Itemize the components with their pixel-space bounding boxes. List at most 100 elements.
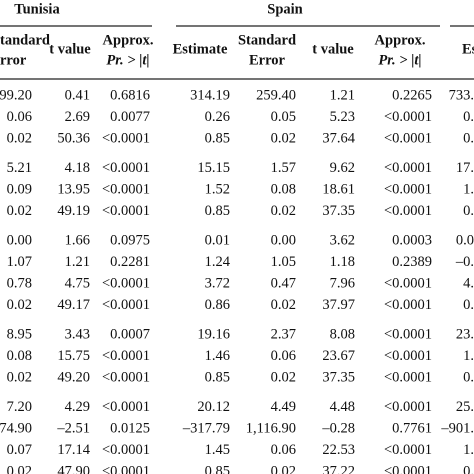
table-cell: 0.02 [271, 463, 296, 474]
table-cell: 37.22 [322, 463, 355, 474]
table-cell: 0. [463, 297, 474, 313]
column-header: Pr. > |t| [106, 52, 149, 68]
table-cell: 1,116.90 [246, 420, 296, 436]
column-header: t value [49, 41, 91, 57]
table-cell: <0.0001 [102, 442, 150, 458]
table-cell: 0.0125 [110, 420, 150, 436]
table-cell: 0.2281 [110, 254, 150, 270]
table-cell: <0.0001 [102, 275, 150, 291]
table-cell: 0.06 [7, 109, 32, 125]
table-cell: 0.02 [271, 297, 296, 313]
table-cell: 5.23 [330, 109, 355, 125]
table-cell: <0.0001 [384, 130, 432, 146]
table-cell: 0.85 [205, 130, 230, 146]
table-cell: 8.08 [330, 326, 355, 342]
table-cell: 314.19 [190, 87, 230, 103]
table-cell: 18.61 [322, 181, 355, 197]
table-cell: <0.0001 [384, 463, 432, 474]
table-cell: 49.17 [57, 297, 90, 313]
table-cell: 74.90 [0, 420, 32, 436]
table-cell: 4.48 [330, 399, 355, 415]
table-cell: 4.75 [65, 275, 90, 291]
column-header: tandard [0, 32, 50, 48]
table-cell: 0.02 [271, 369, 296, 385]
table-cell: <0.0001 [384, 399, 432, 415]
table-cell: 47.90 [57, 463, 90, 474]
table-cell: 25. [456, 399, 474, 415]
table-cell: <0.0001 [102, 297, 150, 313]
table-cell: 9.62 [330, 160, 355, 176]
table-cell: 0.07 [7, 442, 32, 458]
table-cell: 0.02 [7, 130, 32, 146]
table-cell: –0. [455, 254, 474, 270]
table-cell: <0.0001 [384, 442, 432, 458]
table-cell: 0.85 [205, 463, 230, 474]
table-cell: 2.69 [65, 109, 90, 125]
table-cell: 0.47 [271, 275, 296, 291]
column-header: Approx. [103, 32, 154, 48]
table-cell: 0.02 [7, 463, 32, 474]
table-cell: 0.02 [271, 130, 296, 146]
table-cell: <0.0001 [384, 369, 432, 385]
table-cell: 37.35 [322, 203, 355, 219]
table-cell: 0.7761 [392, 420, 432, 436]
table-cell: <0.0001 [384, 160, 432, 176]
table-cell: <0.0001 [384, 109, 432, 125]
table-cell: 0.41 [65, 87, 90, 103]
table-cell: 1.18 [330, 254, 355, 270]
table-cell: 733. [449, 87, 474, 103]
table-cell: 37.97 [322, 297, 355, 313]
column-header: Approx. [375, 32, 426, 48]
table-cell: <0.0001 [102, 463, 150, 474]
table-cell: 0. [463, 203, 474, 219]
table-cell: 0.02 [7, 297, 32, 313]
table-cell: 8.95 [7, 326, 32, 342]
table-cell: 0. [463, 130, 474, 146]
table-cell: 0.0 [456, 232, 474, 248]
group-title: Tunisia [14, 1, 60, 17]
table-cell: 0.09 [7, 181, 32, 197]
table-cell: 0.2389 [392, 254, 432, 270]
table-cell: 37.64 [322, 130, 355, 146]
column-header: Estimate [173, 41, 228, 57]
table-cell: 0.85 [205, 203, 230, 219]
table-cell: 0.78 [7, 275, 32, 291]
table-cell: 20.12 [197, 399, 230, 415]
table-cell: 19.16 [197, 326, 230, 342]
table-cell: 23.67 [322, 348, 355, 364]
table-cell: 13.95 [57, 181, 90, 197]
table-cell: 0.0077 [110, 109, 150, 125]
column-header: t value [312, 41, 354, 57]
table-cell: 1. [463, 348, 474, 364]
table-cell: <0.0001 [384, 181, 432, 197]
table-cell: 1.46 [205, 348, 230, 364]
table-cell: <0.0001 [102, 203, 150, 219]
table-cell: 15.75 [57, 348, 90, 364]
table-cell: 4.49 [271, 399, 296, 415]
table-cell: 0.05 [271, 109, 296, 125]
table-cell: <0.0001 [102, 130, 150, 146]
table-cell: 50.36 [57, 130, 90, 146]
table-cell: 15.15 [197, 160, 230, 176]
table-cell: –0.28 [321, 420, 355, 436]
table-cell: 3.72 [205, 275, 230, 291]
table-cell: 7.20 [7, 399, 32, 415]
table-cell: 0.08 [7, 348, 32, 364]
table-cell: 3.62 [330, 232, 355, 248]
table-cell: –2.51 [56, 420, 90, 436]
table-cell: 0.26 [205, 109, 230, 125]
table-cell: 23. [456, 326, 474, 342]
table-cell: <0.0001 [384, 275, 432, 291]
table-cell: 4.29 [65, 399, 90, 415]
table-cell: 0.0007 [110, 326, 150, 342]
table-cell: 0. [463, 463, 474, 474]
table-cell: <0.0001 [384, 326, 432, 342]
table-cell: 7.96 [330, 275, 355, 291]
table-cell: 259.40 [256, 87, 296, 103]
table-cell: 17. [456, 160, 474, 176]
table-cell: 37.35 [322, 369, 355, 385]
column-header: rror [0, 52, 27, 68]
table-cell: 0. [463, 369, 474, 385]
table-cell: 2.37 [271, 326, 296, 342]
